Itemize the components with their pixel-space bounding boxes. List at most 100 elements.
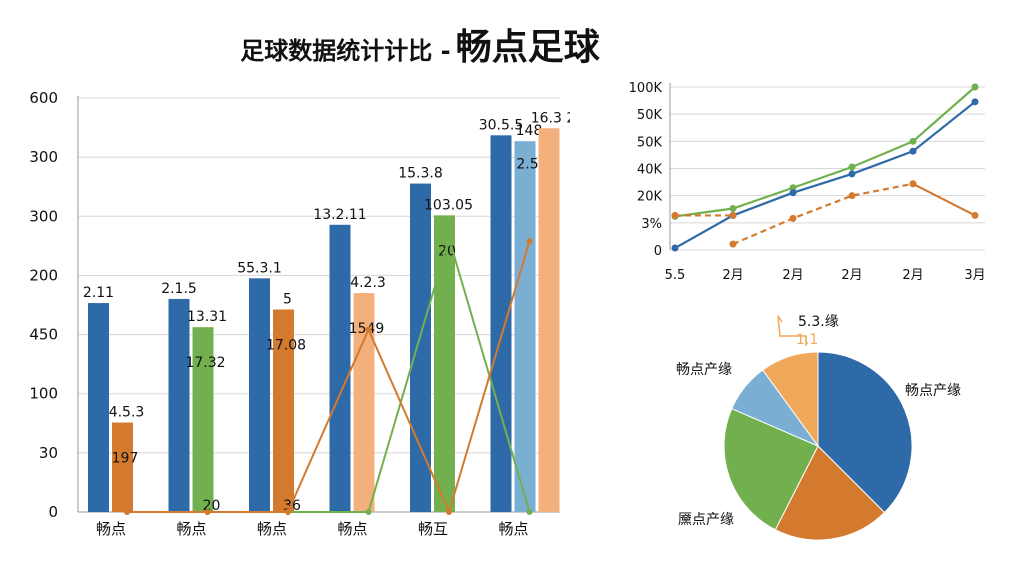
series-point — [909, 180, 917, 188]
bar — [538, 128, 560, 512]
bar-value-label: 2.1.5 — [161, 281, 197, 297]
bar-y-tick-label: 100 — [29, 385, 58, 403]
line-x-tick-label: 2月 — [902, 268, 923, 283]
bar-value-label: 103.05 — [424, 197, 473, 213]
page-title: 足球数据统计计比 - 畅点足球 — [0, 18, 840, 70]
pie-slice — [762, 351, 819, 448]
line-y-tick-label: 0 — [654, 244, 662, 259]
overlay-line — [127, 240, 531, 515]
line-y-tick-label: 40K — [637, 163, 663, 178]
series-point — [971, 83, 979, 91]
line-y-tick-label: 3% — [641, 217, 662, 232]
bar — [249, 278, 270, 512]
overlay-point — [365, 326, 372, 333]
bar-extra-label: 17.08 — [266, 338, 306, 354]
pie-annotation: 5.3.缘 — [798, 314, 839, 330]
series-point — [848, 163, 856, 171]
line-y-tick-label: 100K — [629, 81, 663, 96]
series-point — [729, 240, 737, 248]
series-point — [729, 205, 737, 213]
bar-value-label: 148 — [516, 123, 543, 139]
bar-extra-label: 2.5 — [516, 156, 538, 172]
pie-leader-line — [777, 315, 807, 346]
x-category-label: 畅点 — [176, 520, 206, 538]
line-y-tick-label: 50K — [637, 135, 663, 150]
series-line — [732, 182, 914, 246]
pie-slice — [774, 445, 886, 541]
bar — [168, 298, 190, 512]
page-title-part1: 足球数据统计计比 - — [240, 37, 451, 65]
series-point — [789, 184, 797, 192]
series-point — [971, 98, 979, 106]
bar — [273, 309, 294, 512]
bar-value-label: 5 — [283, 292, 292, 308]
bar-value-label: 2.11 — [83, 285, 114, 301]
bar-y-tick-label: 200 — [29, 266, 58, 284]
series-point — [848, 170, 856, 178]
line-chart: 0 3% 20K 40K 50K 50K 100K 5.5 2月 2月 2月 2月 3月 — [629, 81, 986, 283]
pie-annotation-value: 1.1 — [796, 332, 818, 348]
series-point — [671, 211, 679, 219]
bar-y-tick-label: 300 — [29, 207, 58, 225]
overlay-point — [446, 235, 452, 242]
bar-y-tick-label: 600 — [29, 89, 58, 107]
overlay-point — [124, 509, 130, 515]
series-point — [909, 147, 917, 155]
bar-value-label: 4.5.3 — [109, 405, 145, 421]
bar-chart: 0 30 100 450 200 300 300 600 2.11 4.5.3 畅点 197 2.1.5… — [29, 89, 570, 538]
bar-y-tick-label: 30 — [39, 444, 58, 462]
bar-value-label: 4.2.3 — [350, 275, 386, 291]
line-x-tick-label: 5.5 — [665, 268, 686, 283]
bar — [490, 135, 512, 513]
bar-value-label: 16.3 2 — [531, 110, 570, 126]
line-x-tick-label: 2月 — [782, 268, 803, 283]
bar-value-label: 13.2.11 — [313, 207, 366, 223]
overlay-point — [446, 509, 452, 515]
series-line — [674, 86, 976, 218]
overlay-point — [285, 509, 291, 515]
series-point — [671, 244, 679, 252]
bar — [514, 141, 536, 512]
series-line — [912, 182, 976, 217]
series-point — [848, 192, 856, 200]
bar-y-tick-label: 0 — [48, 503, 58, 521]
series-point — [789, 214, 797, 222]
bar-value-label: 15.3.8 — [398, 166, 443, 182]
series-line — [674, 100, 976, 249]
bar — [192, 327, 214, 512]
x-category-label: 畅点 — [498, 520, 528, 538]
x-category-label: 畅点 — [337, 520, 367, 538]
overlay-point — [526, 509, 533, 515]
pie-label: 畅点产缘 — [905, 383, 961, 399]
bar-extra-label: 17.32 — [185, 355, 225, 371]
overlay-point — [365, 509, 372, 515]
x-category-label: 畅点 — [257, 520, 287, 538]
bar — [329, 224, 351, 512]
series-point — [729, 211, 737, 219]
line-x-tick-label: 2月 — [841, 268, 862, 283]
bar — [410, 183, 431, 512]
bar-value-label: 13.31 — [187, 309, 227, 325]
series-point — [909, 137, 917, 145]
bar-value-label: 55.3.1 — [237, 260, 282, 276]
bar — [434, 215, 455, 513]
x-category-label: 畅点 — [96, 520, 126, 538]
pie-label: 畅点产缘 — [676, 362, 732, 378]
pie-label: 黡点产缘 — [678, 512, 734, 528]
bar-y-tick-label: 300 — [29, 148, 58, 166]
overlay-point — [526, 238, 533, 245]
line-y-tick-label: 20K — [637, 190, 663, 205]
line-x-tick-label: 3月 — [964, 268, 985, 283]
pie-slice — [817, 351, 913, 514]
bar-extra-label: 197 — [112, 451, 139, 467]
pie-slice — [723, 408, 819, 531]
bar — [88, 303, 109, 512]
series-point — [789, 189, 797, 197]
x-category-label: 畅互 — [418, 520, 448, 538]
overlay-point — [204, 509, 211, 515]
series-point — [971, 211, 979, 219]
page-title-part2: 畅点足球 — [455, 27, 600, 68]
line-y-tick-label: 50K — [637, 108, 663, 123]
bar-value-label: 30.5.5 — [479, 117, 524, 133]
